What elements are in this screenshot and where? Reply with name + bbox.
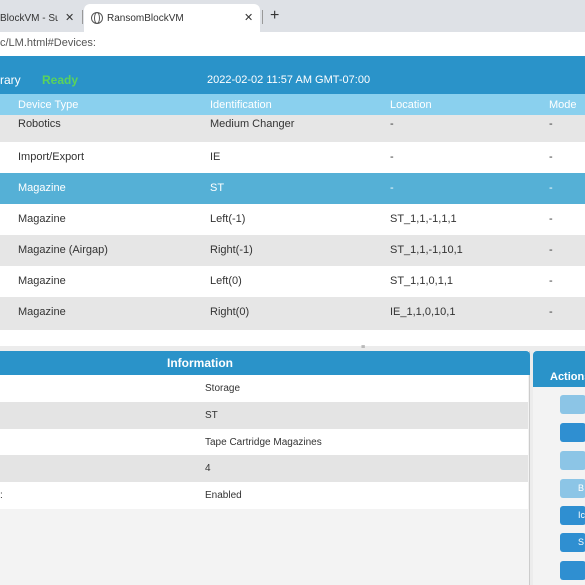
info-value: ST	[205, 410, 218, 421]
cell-device-type: Magazine	[18, 275, 66, 287]
info-value: 4	[205, 463, 211, 474]
cell-device-type: Magazine (Airgap)	[18, 244, 108, 256]
cell-identification: Right(-1)	[210, 244, 253, 256]
browser-tab-1[interactable]: BlockVM - Sur ✕	[0, 4, 84, 32]
info-value: Tape Cartridge Magazines	[205, 437, 322, 448]
info-value: Enabled	[205, 490, 242, 501]
information-panel: Information Storage ST Tape Cartridge Ma…	[0, 351, 530, 585]
actions-panel: Actions B Ic S	[533, 351, 585, 585]
url-text: c/LM.html#Devices:	[0, 37, 96, 49]
cell-mode: -	[549, 244, 553, 256]
status-ready: Ready	[42, 73, 79, 87]
browser-tab-strip: BlockVM - Sur ✕ RansomBlockVM ✕ +	[0, 0, 585, 32]
table-row[interactable]: Magazine (Airgap) Right(-1) ST_1,1,-1,10…	[0, 235, 585, 266]
info-row: ST	[0, 402, 528, 429]
cell-mode: -	[549, 182, 553, 194]
actions-panel-header: Actions	[533, 351, 585, 387]
action-button-1[interactable]	[560, 395, 585, 414]
column-header-location[interactable]: Location	[390, 99, 432, 111]
cell-mode: -	[549, 118, 553, 130]
info-label: :	[0, 490, 3, 501]
cell-location: ST_1,1,0,1,1	[390, 275, 453, 287]
cell-location: -	[390, 182, 394, 194]
cell-identification: Left(0)	[210, 275, 242, 287]
actions-title: Actions	[550, 371, 585, 383]
cell-identification: Left(-1)	[210, 213, 246, 225]
cell-device-type: Magazine	[18, 213, 66, 225]
cell-identification: Medium Changer	[210, 118, 295, 130]
action-button-7[interactable]	[560, 561, 585, 580]
cell-location: -	[390, 151, 394, 163]
cell-device-type: Import/Export	[18, 151, 85, 163]
cell-location: -	[390, 118, 394, 130]
table-row-selected[interactable]: Magazine ST - -	[0, 173, 585, 204]
cell-location: ST_1,1,-1,10,1	[390, 244, 463, 256]
cell-mode: -	[549, 213, 553, 225]
globe-icon	[91, 12, 103, 24]
column-header-identification[interactable]: Identification	[210, 99, 272, 111]
table-row[interactable]: Magazine Right(0) IE_1,1,0,10,1 -	[0, 297, 585, 330]
column-header-device-type[interactable]: Device Type	[18, 99, 79, 111]
cell-identification: Right(0)	[210, 306, 250, 318]
devices-table-header: Device Type Identification Location Mode	[0, 94, 585, 115]
cell-device-type: Magazine	[18, 182, 66, 194]
info-row: Tape Cartridge Magazines	[0, 429, 528, 456]
address-bar[interactable]: c/LM.html#Devices:	[0, 32, 585, 56]
tab-separator	[82, 10, 83, 24]
tab-separator	[262, 10, 263, 24]
table-footer	[0, 330, 585, 346]
table-row[interactable]: Robotics Medium Changer - -	[0, 115, 585, 142]
cell-location: ST_1,1,-1,1,1	[390, 213, 457, 225]
new-tab-icon[interactable]: +	[270, 7, 280, 24]
action-button-6[interactable]: S	[560, 533, 585, 552]
resize-handle-icon[interactable]: ≡	[361, 344, 366, 351]
cell-location: IE_1,1,0,10,1	[390, 306, 456, 318]
cell-mode: -	[549, 306, 553, 318]
cell-mode: -	[549, 151, 553, 163]
library-status-bar: rary Ready 2022-02-02 11:57 AM GMT-07:00	[0, 56, 585, 94]
close-icon[interactable]: ✕	[65, 12, 75, 24]
table-row[interactable]: Import/Export IE - -	[0, 142, 585, 173]
tab-title: BlockVM - Sur	[0, 12, 58, 24]
cell-device-type: Magazine	[18, 306, 66, 318]
column-header-mode[interactable]: Mode	[549, 99, 577, 111]
info-row: Storage	[0, 375, 528, 402]
cell-identification: IE	[210, 151, 221, 163]
info-value: Storage	[205, 383, 241, 394]
info-row: : Enabled	[0, 482, 528, 509]
tab-title: RansomBlockVM	[107, 12, 184, 24]
close-icon[interactable]: ✕	[244, 12, 254, 24]
cell-identification: ST	[210, 182, 225, 194]
browser-tab-2[interactable]: RansomBlockVM ✕	[84, 4, 260, 32]
action-button-5[interactable]: Ic	[560, 506, 585, 525]
status-datetime: 2022-02-02 11:57 AM GMT-07:00	[207, 74, 371, 86]
information-panel-header: Information	[0, 351, 530, 375]
cell-mode: -	[549, 275, 553, 287]
action-button-2[interactable]	[560, 423, 585, 442]
action-button-4[interactable]: B	[560, 479, 585, 498]
table-row[interactable]: Magazine Left(0) ST_1,1,0,1,1 -	[0, 266, 585, 297]
cell-device-type: Robotics	[18, 118, 61, 130]
action-button-3[interactable]	[560, 451, 585, 470]
info-row: 4	[0, 455, 528, 482]
information-title: Information	[167, 356, 233, 370]
library-title: rary	[0, 73, 21, 87]
table-row[interactable]: Magazine Left(-1) ST_1,1,-1,1,1 -	[0, 204, 585, 235]
